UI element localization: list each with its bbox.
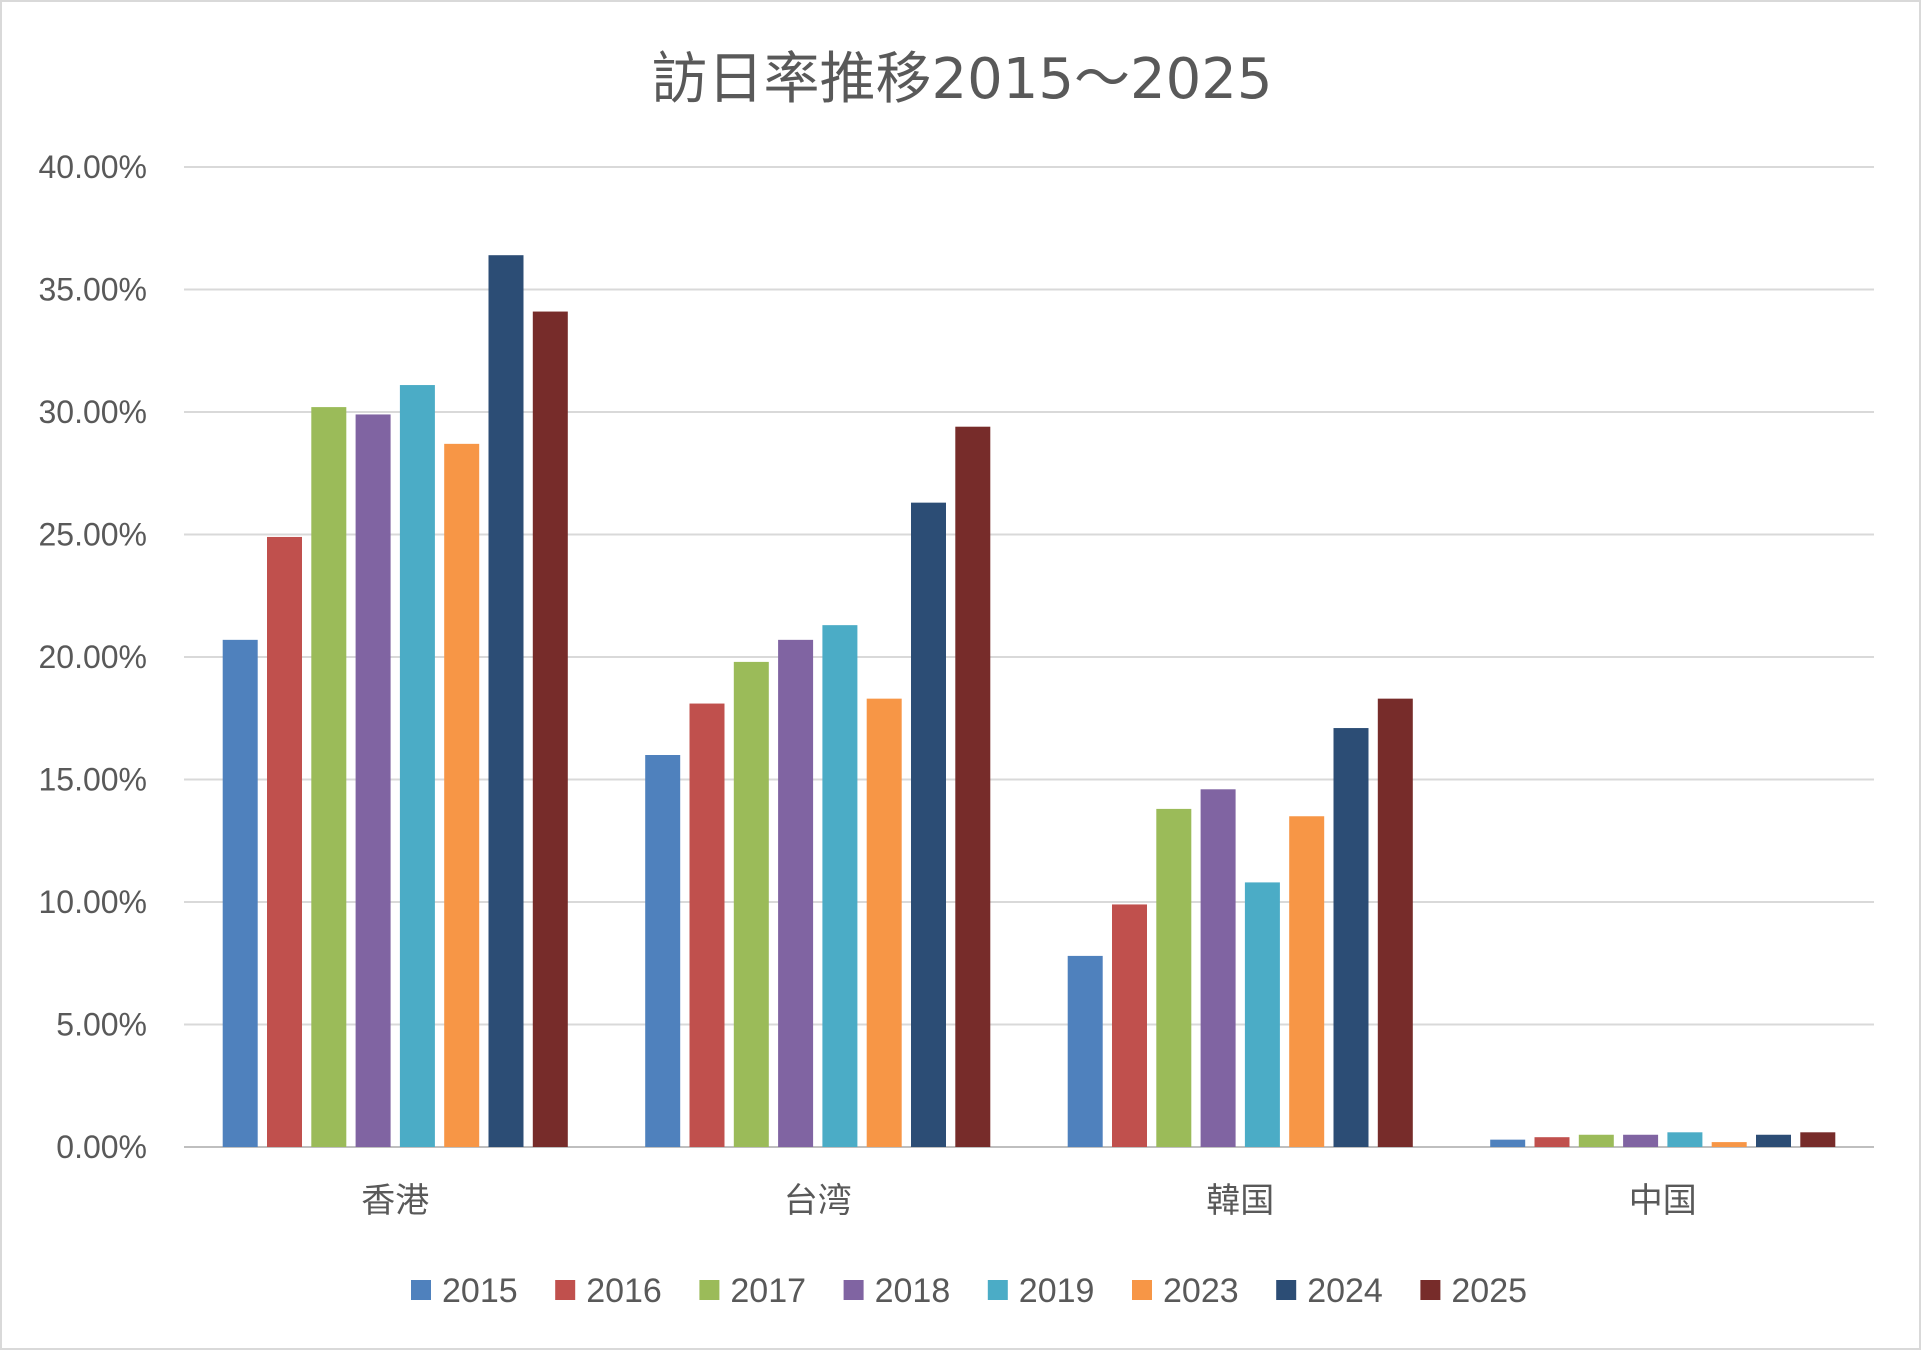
bar-2019-0 — [399, 385, 435, 1147]
category-label: 韓国 — [1206, 1181, 1274, 1221]
bar-2017-1 — [733, 661, 769, 1147]
x-axis-category-labels: 香港 台湾 韓国 中国 — [361, 1181, 1697, 1221]
legend-swatch — [1276, 1280, 1297, 1300]
legend-label: 2018 — [875, 1272, 951, 1310]
bar-2015-3 — [1490, 1139, 1526, 1147]
y-tick-label: 5.00% — [56, 1007, 147, 1043]
legend-label: 2017 — [730, 1272, 806, 1310]
bar-2019-3 — [1667, 1132, 1703, 1147]
bar-2023-3 — [1711, 1142, 1747, 1147]
bar-2025-2 — [1377, 698, 1413, 1147]
bar-2015-1 — [645, 755, 681, 1147]
bar-2025-3 — [1800, 1132, 1836, 1147]
y-tick-label: 20.00% — [38, 639, 147, 675]
legend-label: 2023 — [1163, 1272, 1239, 1310]
legend-item: 2024 — [1276, 1272, 1383, 1310]
legend-swatch — [987, 1280, 1008, 1300]
bar-2025-0 — [532, 311, 568, 1147]
legend-swatch — [1420, 1280, 1441, 1300]
legend-item: 2017 — [699, 1272, 806, 1310]
gridlines — [184, 166, 1874, 1148]
bar-2016-1 — [689, 703, 725, 1147]
legend-item: 2015 — [411, 1272, 518, 1310]
bar-2018-0 — [355, 414, 391, 1147]
bar-2017-0 — [311, 407, 347, 1148]
y-tick-label: 10.00% — [38, 884, 147, 920]
legend-item: 2025 — [1420, 1272, 1527, 1310]
legend-swatch — [699, 1280, 720, 1300]
legend-swatch — [843, 1280, 864, 1300]
bars — [222, 255, 1836, 1148]
category-label: 香港 — [361, 1181, 429, 1221]
bar-2023-2 — [1289, 816, 1325, 1147]
bar-2024-0 — [488, 255, 524, 1147]
y-axis-tick-labels: 0.00% 5.00% 10.00% 15.00% 20.00% 25.00% 30.00%… — [38, 149, 147, 1165]
bar-2023-0 — [444, 443, 480, 1148]
legend: 2015 2016 2017 2018 2019 2023 2024 2025 — [411, 1272, 1527, 1310]
legend-label: 2019 — [1019, 1272, 1095, 1310]
bar-2019-1 — [822, 625, 858, 1147]
bar-2023-1 — [866, 698, 902, 1147]
bar-2024-3 — [1756, 1134, 1791, 1147]
bar-2017-3 — [1578, 1134, 1614, 1147]
bar-2017-2 — [1156, 808, 1192, 1147]
bar-2015-2 — [1067, 955, 1103, 1147]
y-tick-label: 35.00% — [38, 272, 147, 308]
legend-label: 2016 — [586, 1272, 662, 1310]
legend-item: 2018 — [843, 1272, 951, 1310]
y-tick-label: 25.00% — [38, 517, 147, 553]
legend-label: 2025 — [1451, 1272, 1527, 1310]
bar-2018-1 — [778, 639, 814, 1147]
category-label: 中国 — [1629, 1181, 1697, 1221]
legend-item: 2023 — [1132, 1272, 1239, 1310]
legend-swatch — [555, 1280, 576, 1300]
legend-label: 2015 — [442, 1272, 518, 1310]
chart-title: 訪日率推移2015～2025 — [651, 47, 1272, 112]
bar-2019-2 — [1244, 882, 1280, 1147]
bar-2024-2 — [1333, 728, 1369, 1147]
y-tick-label: 30.00% — [38, 394, 147, 430]
bar-2018-3 — [1623, 1134, 1659, 1147]
category-label: 台湾 — [784, 1181, 852, 1221]
bar-2025-1 — [955, 426, 991, 1147]
y-tick-label: 40.00% — [38, 149, 147, 185]
bar-2018-2 — [1200, 789, 1236, 1147]
y-tick-label: 15.00% — [38, 762, 147, 798]
y-tick-label: 0.00% — [56, 1129, 147, 1165]
bar-2016-3 — [1534, 1137, 1570, 1147]
bar-2016-2 — [1112, 904, 1147, 1147]
bar-2024-1 — [911, 502, 946, 1147]
legend-item: 2016 — [555, 1272, 662, 1310]
legend-swatch — [1132, 1280, 1152, 1300]
legend-item: 2019 — [987, 1272, 1095, 1310]
bar-2016-0 — [267, 536, 302, 1147]
bar-2015-0 — [222, 639, 258, 1147]
legend-label: 2024 — [1307, 1272, 1383, 1310]
legend-swatch — [411, 1280, 431, 1300]
